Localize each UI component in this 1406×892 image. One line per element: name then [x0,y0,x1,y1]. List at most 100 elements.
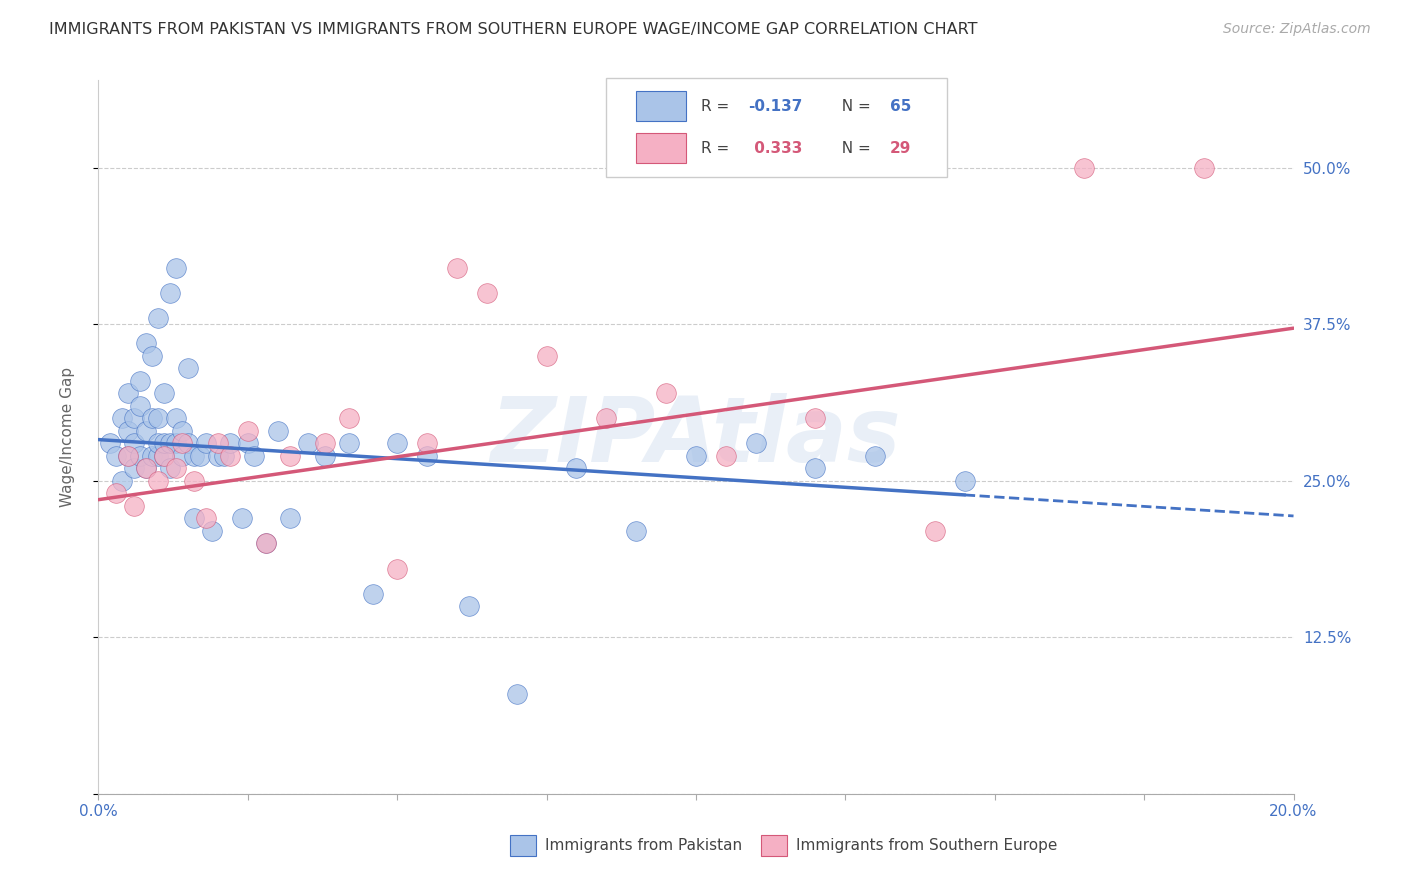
Point [416,436,439,450]
Point [165,461,187,475]
Point [626,524,648,538]
Point [172,424,194,438]
Point [177,436,200,450]
Point [135,336,157,351]
Point [363,586,385,600]
Point [339,436,361,450]
Point [236,424,259,438]
Point [135,461,157,475]
Point [924,524,946,538]
Point [506,687,529,701]
Point [865,449,887,463]
Point [297,436,319,450]
Point [148,311,170,326]
Point [475,286,498,301]
Text: 65: 65 [890,99,911,114]
Text: R =: R = [700,99,734,114]
Point [172,449,194,463]
Text: Source: ZipAtlas.com: Source: ZipAtlas.com [1223,22,1371,37]
Point [141,449,163,463]
Point [267,424,290,438]
Point [124,411,146,425]
Point [153,449,176,463]
Point [207,449,229,463]
Point [153,449,176,463]
Point [105,449,128,463]
Point [243,449,266,463]
Point [141,349,163,363]
Point [953,474,976,488]
Point [148,474,170,488]
Point [111,411,134,425]
FancyBboxPatch shape [761,835,787,856]
Point [135,461,157,475]
Text: R =: R = [700,141,734,156]
Text: ZIPAtlas: ZIPAtlas [491,393,901,481]
Point [124,461,146,475]
Point [536,349,558,363]
Point [207,436,229,450]
Point [446,261,468,276]
Point [141,411,163,425]
Text: N =: N = [832,99,876,114]
Point [165,436,187,450]
Point [165,261,187,276]
Point [745,436,768,450]
Point [153,386,176,401]
Point [129,399,152,413]
Point [124,436,146,450]
Point [159,436,181,450]
Point [714,449,737,463]
Point [117,449,139,463]
Point [595,411,617,425]
Point [1192,161,1215,175]
Point [183,511,205,525]
FancyBboxPatch shape [509,835,536,856]
Point [159,286,181,301]
Text: -0.137: -0.137 [748,99,803,114]
Point [98,436,122,450]
Point [339,411,361,425]
FancyBboxPatch shape [637,134,686,163]
Point [278,449,301,463]
Point [416,449,439,463]
Point [685,449,707,463]
Point [804,411,827,425]
Text: 29: 29 [890,141,911,156]
Point [655,386,678,401]
FancyBboxPatch shape [637,91,686,121]
Text: IMMIGRANTS FROM PAKISTAN VS IMMIGRANTS FROM SOUTHERN EUROPE WAGE/INCOME GAP CORR: IMMIGRANTS FROM PAKISTAN VS IMMIGRANTS F… [49,22,977,37]
Point [219,449,242,463]
Point [117,449,139,463]
Point [105,486,128,500]
Point [195,436,218,450]
Point [148,411,170,425]
Point [183,474,205,488]
Point [231,511,253,525]
Point [315,449,337,463]
Point [315,436,337,450]
Text: N =: N = [832,141,876,156]
Point [1073,161,1095,175]
Point [254,536,277,550]
Point [117,386,139,401]
Point [172,436,194,450]
Point [254,536,277,550]
Text: Immigrants from Southern Europe: Immigrants from Southern Europe [796,838,1057,853]
Point [236,436,259,450]
Point [201,524,224,538]
Point [385,436,409,450]
Point [117,424,139,438]
Point [565,461,588,475]
Point [183,449,205,463]
Text: 0.333: 0.333 [748,141,801,156]
Point [148,436,170,450]
Point [135,424,157,438]
Point [129,374,152,388]
Point [153,436,176,450]
Point [188,449,211,463]
FancyBboxPatch shape [606,78,948,177]
Point [278,511,301,525]
Y-axis label: Wage/Income Gap: Wage/Income Gap [60,367,75,508]
Point [458,599,481,613]
